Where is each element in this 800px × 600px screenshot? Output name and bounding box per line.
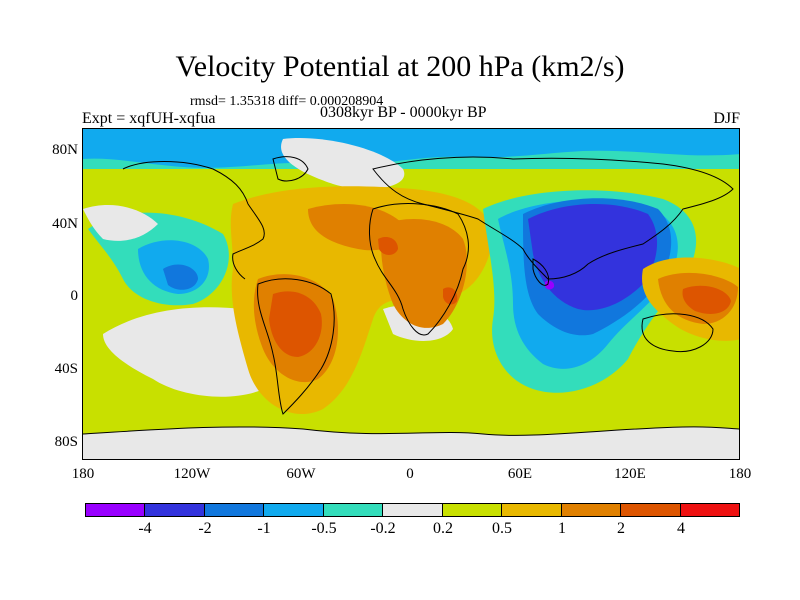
colorbar-label-2: 2 (617, 520, 625, 537)
colorbar (85, 503, 740, 517)
lat-label-0: 0 (70, 288, 79, 304)
colorbar-label-neg05: -0.5 (311, 520, 337, 537)
colorbar-label-neg4: -4 (138, 520, 152, 537)
north-atlantic-neutral (281, 138, 405, 189)
lat-label-80n: 80N (52, 142, 78, 158)
south-america-coast (257, 278, 335, 415)
colorbar-swatch-9 (561, 504, 622, 516)
colorbar-label-02: 0.2 (433, 520, 453, 537)
antarctica-coast (83, 426, 739, 436)
lat-label-40s: 40S (54, 361, 78, 377)
velocity-potential-map (82, 128, 740, 460)
colorbar-swatch-5 (323, 504, 384, 516)
colorbar-label-1: 1 (558, 520, 566, 537)
season-label: DJF (713, 110, 740, 127)
pacific-neutral-north (83, 204, 158, 241)
lon-label-60e: 60E (507, 466, 533, 482)
coastlines (83, 156, 739, 436)
colorbar-swatch-1 (86, 504, 146, 516)
colorbar-swatch-6 (383, 504, 443, 516)
arctic-band-neg-weak (83, 129, 739, 168)
lon-label-60w: 60W (286, 466, 316, 482)
east-pacific-neg-mid (163, 264, 198, 290)
west-pacific-pos-strong (682, 285, 731, 314)
africa-pos-strong-east (443, 287, 458, 305)
lon-label-120e: 120E (614, 466, 646, 482)
lon-label-120w: 120W (173, 466, 211, 482)
colorbar-label-neg02: -0.2 (370, 520, 396, 537)
period-label: 0308kyr BP - 0000kyr BP (320, 104, 487, 121)
colorbar-label-05: 0.5 (492, 520, 512, 537)
colorbar-label-neg1: -1 (257, 520, 271, 537)
eurasia-coast (372, 156, 734, 280)
africa-pos-strong-west (378, 237, 398, 255)
indian-ocean-very-neg (545, 280, 555, 290)
colorbar-swatch-11 (680, 504, 739, 516)
lat-label-80s: 80S (54, 434, 78, 450)
lon-label-180w: 180 (71, 466, 95, 482)
colorbar-swatch-2 (145, 504, 205, 516)
colorbar-swatch-8 (502, 504, 562, 516)
lon-label-180e: 180 (728, 466, 752, 482)
antarctic-band-neutral (83, 426, 739, 459)
indian-ocean-neg-strong (528, 203, 658, 311)
lat-label-40n: 40N (52, 216, 78, 232)
colorbar-swatch-7 (442, 504, 503, 516)
lon-label-0: 0 (406, 466, 414, 482)
colorbar-label-4: 4 (677, 520, 685, 537)
colorbar-swatch-4 (264, 504, 324, 516)
experiment-label: Expt = xqfUH-xqfua (82, 110, 216, 127)
australia-coast (641, 313, 714, 353)
colorbar-label-neg2: -2 (198, 520, 212, 537)
plot-title: Velocity Potential at 200 hPa (km2/s) (175, 50, 625, 83)
rmsd-subtitle: rmsd= 1.35318 diff= 0.000208904 (190, 94, 384, 109)
south-america-pos-strong (269, 291, 322, 357)
greenland-coast (272, 156, 309, 182)
colorbar-swatch-3 (204, 504, 265, 516)
india-coast (532, 258, 550, 286)
colorbar-swatch-10 (621, 504, 681, 516)
north-america-coast (122, 161, 265, 280)
